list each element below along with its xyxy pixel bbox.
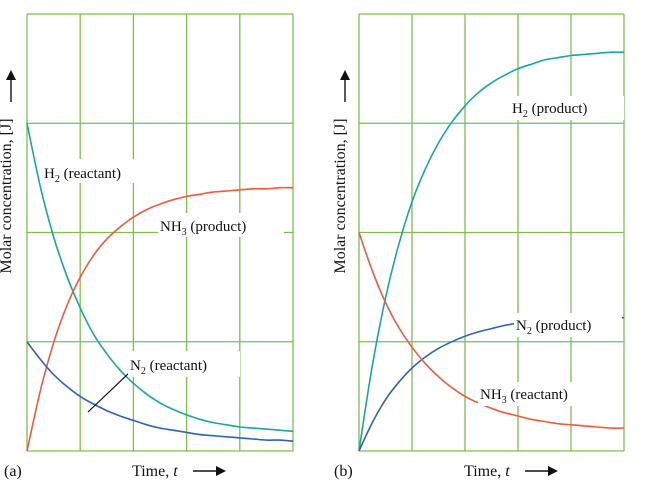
n2-leader-a <box>87 372 130 413</box>
series-line-b-h2-product <box>358 51 625 452</box>
nh3-label-b: NH3 (reactant) <box>478 382 608 406</box>
nh3-label-a: NH3 (product) <box>158 213 284 238</box>
xlabel-arrowhead-b <box>548 466 558 476</box>
xlabel-arrowhead-a <box>216 466 226 476</box>
svg-text:NH3 (product): NH3 (product) <box>160 219 246 238</box>
h2-label-a: H2 (reactant) <box>40 159 156 185</box>
xlabel-b: Time, t <box>464 463 510 480</box>
h2-label-b: H2 (product) <box>508 96 624 120</box>
svg-text:H2 (reactant): H2 (reactant) <box>44 166 121 185</box>
series-line-a-n2-reactant <box>26 341 294 442</box>
ylabel-b: Molar concentration, [J] <box>332 118 349 273</box>
svg-text:NH3 (reactant): NH3 (reactant) <box>480 387 568 406</box>
n2-label-a: N2 (reactant) <box>128 351 240 377</box>
panel-a: Molar concentration, [J] (a) Time, t H2 … <box>0 13 294 480</box>
panel-label-b: (b) <box>334 463 353 480</box>
panel-label-a: (a) <box>4 463 22 480</box>
lines-a <box>26 123 294 452</box>
series-line-a-nh3-product <box>26 186 294 452</box>
n2-label-b: N2 (product) <box>514 313 622 337</box>
svg-text:N2 (product): N2 (product) <box>516 318 591 337</box>
series-line-a-h2-reactant <box>26 123 294 433</box>
grid-b <box>358 13 625 452</box>
svg-text:H2 (product): H2 (product) <box>512 101 587 120</box>
xlabel-a: Time, t <box>132 463 178 480</box>
svg-text:N2 (reactant): N2 (reactant) <box>130 358 207 377</box>
panel-b: Molar concentration, [J] (b) Time, t H2 … <box>332 13 625 480</box>
ylabel-a: Molar concentration, [J] <box>0 118 15 273</box>
series-line-b-nh3-reactant <box>358 232 625 429</box>
ylabel-arrowhead-a <box>6 70 16 80</box>
ylabel-arrowhead-b <box>340 70 350 80</box>
